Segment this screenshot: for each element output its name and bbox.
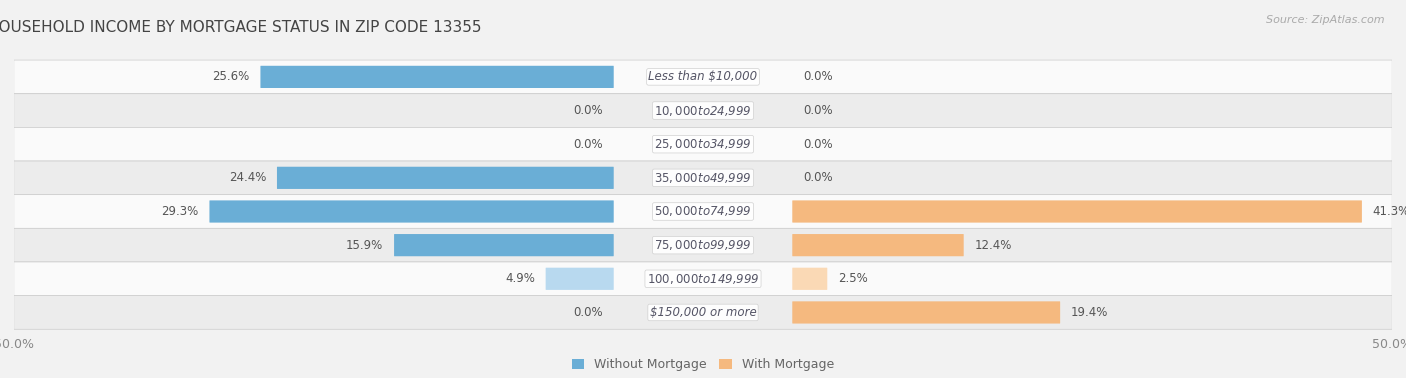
Text: 0.0%: 0.0% [804,70,834,84]
Text: $10,000 to $24,999: $10,000 to $24,999 [654,104,752,118]
FancyBboxPatch shape [14,296,1392,329]
Text: 41.3%: 41.3% [1372,205,1406,218]
Text: 19.4%: 19.4% [1071,306,1108,319]
Text: $35,000 to $49,999: $35,000 to $49,999 [654,171,752,185]
Text: 0.0%: 0.0% [804,171,834,184]
FancyBboxPatch shape [209,200,613,223]
Text: 12.4%: 12.4% [974,239,1012,252]
Text: $50,000 to $74,999: $50,000 to $74,999 [654,204,752,218]
Text: 15.9%: 15.9% [346,239,384,252]
FancyBboxPatch shape [14,94,1392,127]
Text: $150,000 or more: $150,000 or more [650,306,756,319]
Text: 0.0%: 0.0% [572,104,602,117]
Text: 0.0%: 0.0% [804,138,834,151]
Text: Less than $10,000: Less than $10,000 [648,70,758,84]
FancyBboxPatch shape [277,167,613,189]
FancyBboxPatch shape [793,200,1362,223]
Text: 24.4%: 24.4% [229,171,266,184]
FancyBboxPatch shape [14,127,1392,161]
FancyBboxPatch shape [14,195,1392,228]
FancyBboxPatch shape [14,161,1392,195]
Text: Source: ZipAtlas.com: Source: ZipAtlas.com [1267,15,1385,25]
FancyBboxPatch shape [14,60,1392,94]
Text: 0.0%: 0.0% [804,104,834,117]
Text: 0.0%: 0.0% [572,306,602,319]
Text: 2.5%: 2.5% [838,272,868,285]
FancyBboxPatch shape [14,228,1392,262]
Text: $75,000 to $99,999: $75,000 to $99,999 [654,238,752,252]
FancyBboxPatch shape [793,301,1060,324]
FancyBboxPatch shape [394,234,613,256]
Text: 25.6%: 25.6% [212,70,250,84]
FancyBboxPatch shape [260,66,613,88]
Text: 4.9%: 4.9% [505,272,534,285]
Text: 29.3%: 29.3% [162,205,198,218]
Legend: Without Mortgage, With Mortgage: Without Mortgage, With Mortgage [567,353,839,376]
FancyBboxPatch shape [14,262,1392,296]
FancyBboxPatch shape [793,234,963,256]
FancyBboxPatch shape [546,268,613,290]
FancyBboxPatch shape [793,268,827,290]
Text: $25,000 to $34,999: $25,000 to $34,999 [654,137,752,151]
Text: 0.0%: 0.0% [572,138,602,151]
Text: $100,000 to $149,999: $100,000 to $149,999 [647,272,759,286]
Text: HOUSEHOLD INCOME BY MORTGAGE STATUS IN ZIP CODE 13355: HOUSEHOLD INCOME BY MORTGAGE STATUS IN Z… [0,20,481,35]
